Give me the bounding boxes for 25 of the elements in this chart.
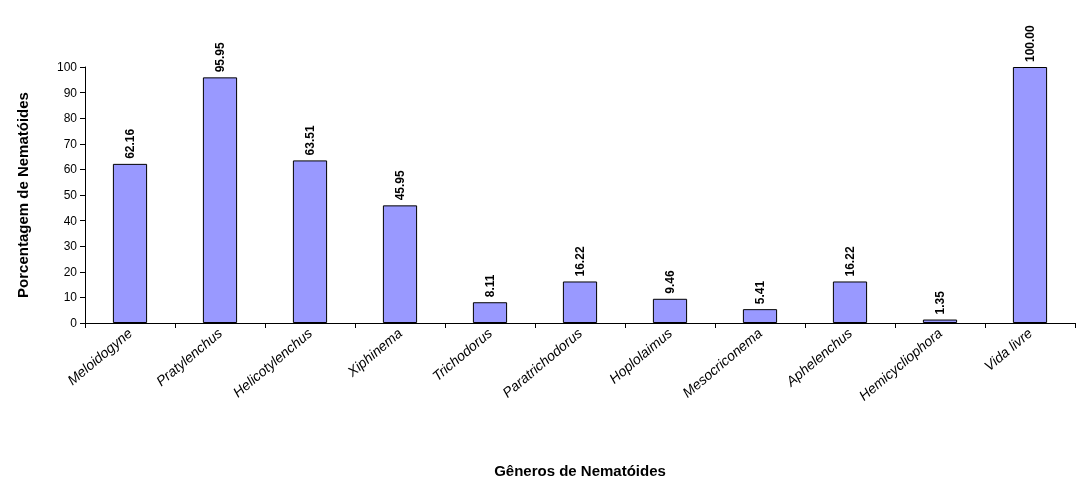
data-label: 45.95 <box>393 170 407 201</box>
data-label: 16.22 <box>573 246 587 277</box>
y-tick-label: 50 <box>63 188 78 202</box>
data-label: 1.35 <box>933 290 947 315</box>
y-tick-label: 70 <box>63 136 78 151</box>
y-tick-label: 30 <box>63 239 78 254</box>
y-tick-label: 80 <box>63 111 78 126</box>
y-tick-label: 100 <box>56 60 78 74</box>
y-tick-label: 60 <box>63 162 78 177</box>
y-tick-label: 20 <box>63 264 78 279</box>
x-axis-title: Gêneros de Nematóides <box>494 462 666 479</box>
x-tick-label: Vida livre <box>980 324 1036 374</box>
y-tick-label: 90 <box>63 85 78 100</box>
data-label: 63.51 <box>303 125 317 156</box>
data-label: 5.41 <box>753 280 767 305</box>
y-tick-label: 10 <box>63 290 78 305</box>
data-label: 16.22 <box>843 246 857 277</box>
data-label: 8.11 <box>483 274 497 298</box>
data-label: 62.16 <box>123 128 137 159</box>
data-label: 100.00 <box>1023 24 1037 62</box>
data-label: 9.46 <box>663 270 677 294</box>
data-label: 95.95 <box>213 42 227 73</box>
y-tick-label: 40 <box>63 213 78 228</box>
y-axis-title: Porcentagem de Nematóides <box>14 92 31 298</box>
y-tick-label: 0 <box>70 316 78 330</box>
